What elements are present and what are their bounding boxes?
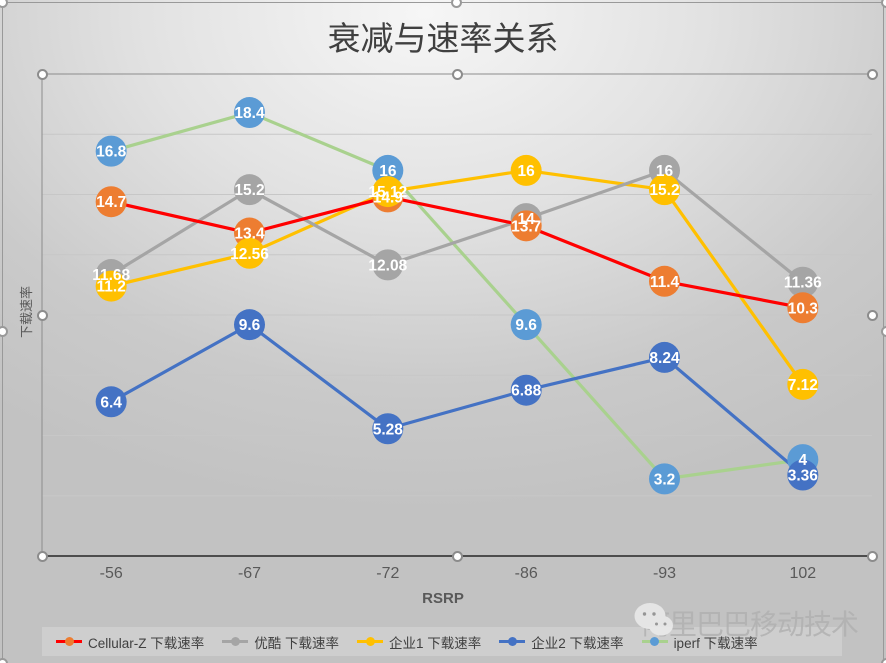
svg-text:13.7: 13.7 <box>511 218 541 235</box>
svg-text:3.2: 3.2 <box>654 471 676 488</box>
svg-text:11.2: 11.2 <box>97 279 126 296</box>
svg-text:11.36: 11.36 <box>784 275 822 292</box>
svg-text:11.4: 11.4 <box>650 274 680 291</box>
svg-text:16: 16 <box>379 163 397 180</box>
svg-text:12.56: 12.56 <box>230 246 269 263</box>
svg-text:9.6: 9.6 <box>239 317 261 334</box>
svg-text:14.7: 14.7 <box>96 194 126 211</box>
svg-text:8.24: 8.24 <box>649 350 680 367</box>
svg-text:6.4: 6.4 <box>100 394 122 411</box>
svg-text:18.4: 18.4 <box>234 105 265 122</box>
svg-text:16: 16 <box>518 163 536 180</box>
svg-text:9.6: 9.6 <box>515 317 537 334</box>
svg-text:16.8: 16.8 <box>96 144 127 161</box>
svg-text:6.88: 6.88 <box>511 383 542 400</box>
svg-text:13.4: 13.4 <box>234 226 265 243</box>
svg-text:10.3: 10.3 <box>788 300 819 317</box>
svg-text:16: 16 <box>656 163 674 180</box>
svg-text:15.2: 15.2 <box>234 182 264 199</box>
svg-text:15.2: 15.2 <box>649 182 679 199</box>
svg-text:12.08: 12.08 <box>368 257 407 274</box>
svg-text:5.28: 5.28 <box>373 421 404 438</box>
svg-text:7.12: 7.12 <box>788 377 818 394</box>
svg-text:3.36: 3.36 <box>788 468 819 485</box>
svg-text:15.12: 15.12 <box>368 184 407 201</box>
